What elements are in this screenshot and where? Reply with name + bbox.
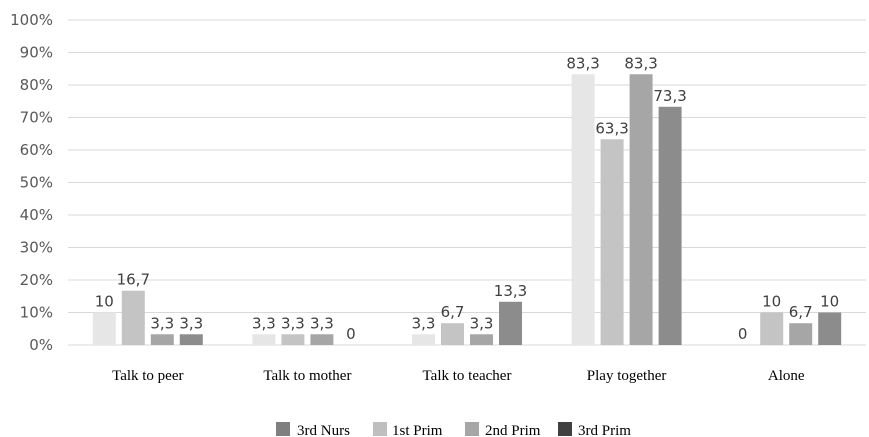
- legend: 3rd Nurs 1st Prim 2nd Prim 3rd Prim: [276, 422, 631, 437]
- data-label: 63,3: [595, 119, 628, 137]
- y-tick-label: 60%: [20, 141, 53, 159]
- data-label: 10: [820, 293, 839, 311]
- bar-1-0: [121, 290, 145, 345]
- legend-label: 2nd Prim: [485, 423, 541, 437]
- y-tick-label: 70%: [20, 109, 53, 127]
- bar-2-1: [310, 334, 334, 345]
- data-label: 73,3: [653, 87, 686, 105]
- data-label: 83,3: [624, 54, 657, 72]
- category-label: Play together: [587, 368, 667, 384]
- bar-0-1: [252, 334, 276, 345]
- data-label: 0: [346, 325, 356, 343]
- bar-0-2: [412, 334, 435, 345]
- bar-3-2: [499, 301, 522, 345]
- x-axis-category-labels: Talk to peer Talk to mother Talk to teache…: [112, 368, 805, 384]
- bar-1-1: [281, 334, 305, 345]
- y-tick-label: 100%: [10, 11, 53, 29]
- y-tick-label: 90%: [20, 44, 53, 62]
- category-label: Talk to mother: [263, 368, 351, 384]
- data-label: 10: [95, 293, 114, 311]
- legend-label: 3rd Prim: [578, 423, 631, 437]
- data-label: 83,3: [566, 54, 599, 72]
- bar-3-0: [179, 334, 203, 345]
- bar-2-2: [470, 334, 493, 345]
- data-label: 16,7: [117, 271, 150, 289]
- legend-swatch: [558, 422, 572, 436]
- y-tick-label: 10%: [20, 304, 53, 322]
- bar-3-4: [818, 312, 842, 345]
- data-label: 3,3: [470, 314, 494, 332]
- data-label: 6,7: [441, 303, 465, 321]
- y-axis-tick-labels: 0% 10% 20% 30% 40% 50% 60% 70% 80% 90% 100%: [10, 11, 53, 354]
- bar-2-4: [789, 323, 813, 345]
- data-label: 3,3: [412, 314, 436, 332]
- bar-0-0: [92, 312, 116, 345]
- bar-2-3: [629, 74, 653, 346]
- bars: [92, 74, 842, 346]
- category-label: Alone: [768, 368, 805, 384]
- bar-1-3: [600, 139, 624, 345]
- y-tick-label: 0%: [29, 336, 53, 354]
- y-tick-label: 80%: [20, 76, 53, 94]
- data-label: 6,7: [789, 303, 813, 321]
- data-label: 3,3: [310, 314, 334, 332]
- y-tick-label: 50%: [20, 174, 53, 192]
- legend-swatch: [276, 422, 290, 436]
- category-label: Talk to peer: [112, 368, 183, 384]
- y-tick-label: 30%: [20, 239, 53, 257]
- data-label: 3,3: [252, 314, 276, 332]
- bar-1-4: [760, 312, 784, 345]
- data-label: 3,3: [179, 314, 203, 332]
- bar-0-3: [571, 74, 595, 346]
- legend-label: 1st Prim: [392, 423, 443, 437]
- data-label: 3,3: [281, 314, 305, 332]
- legend-label: 3rd Nurs: [297, 423, 350, 437]
- bar-3-3: [658, 106, 682, 346]
- data-label: 13,3: [494, 282, 527, 300]
- y-tick-label: 20%: [20, 271, 53, 289]
- y-tick-label: 40%: [20, 206, 53, 224]
- data-label: 0: [738, 325, 748, 343]
- data-label: 3,3: [150, 314, 174, 332]
- gridlines: [68, 19, 866, 346]
- legend-swatch: [373, 422, 387, 436]
- data-label: 10: [762, 293, 781, 311]
- legend-swatch: [465, 422, 479, 436]
- bar-1-2: [441, 323, 464, 345]
- category-label: Talk to teacher: [423, 368, 512, 384]
- bar-2-0: [150, 334, 174, 345]
